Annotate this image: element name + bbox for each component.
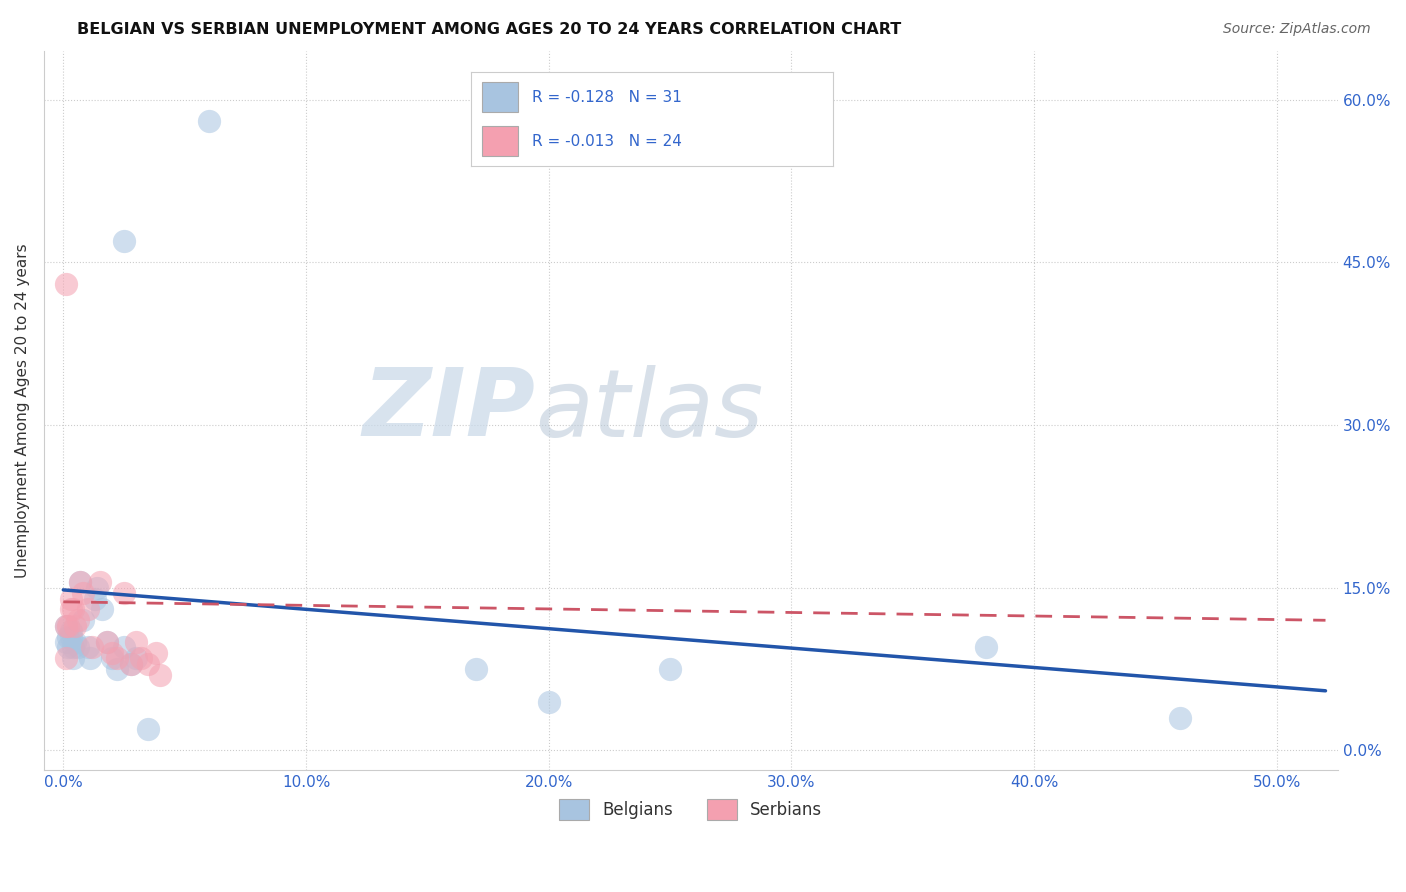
Point bbox=[59, 630, 82, 644]
Point bbox=[56, 618, 79, 632]
Point bbox=[69, 575, 91, 590]
Point bbox=[59, 602, 82, 616]
Point bbox=[62, 602, 84, 616]
Point bbox=[149, 667, 172, 681]
Point bbox=[105, 651, 128, 665]
Point bbox=[56, 630, 79, 644]
Text: ZIP: ZIP bbox=[363, 364, 536, 457]
Point bbox=[125, 635, 148, 649]
Point bbox=[101, 646, 124, 660]
Point bbox=[659, 662, 682, 676]
Point bbox=[82, 640, 104, 655]
Point bbox=[59, 591, 82, 606]
Point bbox=[66, 613, 89, 627]
Point bbox=[112, 640, 135, 655]
Point bbox=[145, 646, 167, 660]
Point bbox=[105, 662, 128, 676]
Point bbox=[112, 586, 135, 600]
Point bbox=[66, 640, 89, 655]
Point bbox=[55, 651, 77, 665]
Point bbox=[89, 575, 111, 590]
Point bbox=[1168, 711, 1191, 725]
Text: Source: ZipAtlas.com: Source: ZipAtlas.com bbox=[1223, 22, 1371, 37]
Y-axis label: Unemployment Among Ages 20 to 24 years: Unemployment Among Ages 20 to 24 years bbox=[15, 243, 30, 578]
Point bbox=[96, 635, 118, 649]
Point bbox=[59, 624, 82, 639]
Point bbox=[69, 575, 91, 590]
Point bbox=[76, 640, 98, 655]
Point bbox=[56, 640, 79, 655]
Point bbox=[96, 635, 118, 649]
Point bbox=[62, 651, 84, 665]
Point bbox=[86, 581, 108, 595]
Point bbox=[129, 651, 152, 665]
Point bbox=[136, 722, 159, 736]
Point bbox=[65, 635, 87, 649]
Point bbox=[72, 613, 94, 627]
Point bbox=[125, 651, 148, 665]
Point bbox=[62, 640, 84, 655]
Point bbox=[112, 234, 135, 248]
Point bbox=[120, 657, 142, 671]
Point bbox=[55, 277, 77, 291]
Point bbox=[55, 618, 77, 632]
Point bbox=[974, 640, 997, 655]
Text: BELGIAN VS SERBIAN UNEMPLOYMENT AMONG AGES 20 TO 24 YEARS CORRELATION CHART: BELGIAN VS SERBIAN UNEMPLOYMENT AMONG AG… bbox=[77, 22, 901, 37]
Point bbox=[83, 591, 105, 606]
Point bbox=[91, 602, 114, 616]
Point bbox=[537, 695, 560, 709]
Point bbox=[55, 618, 77, 632]
Point bbox=[120, 657, 142, 671]
Point bbox=[101, 651, 124, 665]
Point bbox=[465, 662, 488, 676]
Point bbox=[136, 657, 159, 671]
Text: atlas: atlas bbox=[536, 365, 763, 456]
Legend: Belgians, Serbians: Belgians, Serbians bbox=[553, 793, 830, 826]
Point bbox=[65, 618, 87, 632]
Point bbox=[72, 586, 94, 600]
Point bbox=[79, 651, 101, 665]
Point bbox=[76, 602, 98, 616]
Point bbox=[55, 635, 77, 649]
Point bbox=[198, 114, 221, 128]
